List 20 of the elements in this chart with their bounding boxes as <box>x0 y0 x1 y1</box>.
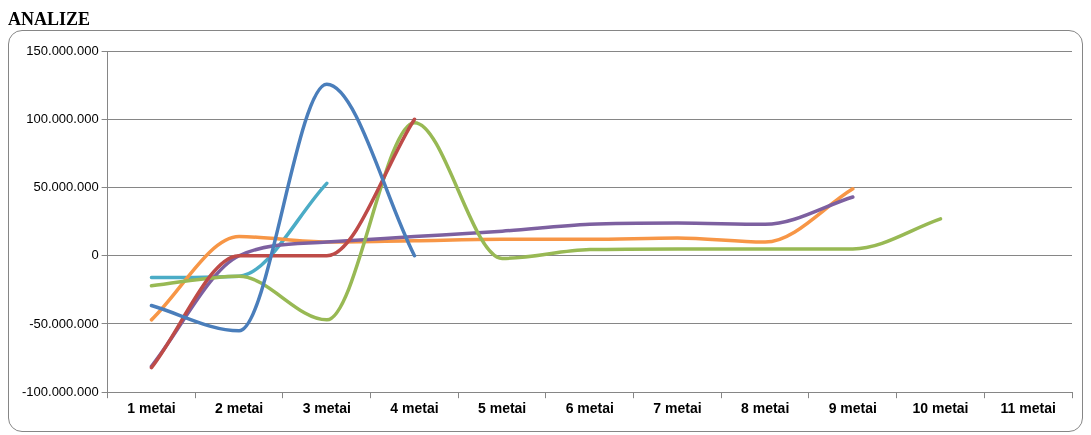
x-tick-label: 7 metai <box>653 400 702 417</box>
x-tick-label: 1 metai <box>127 400 176 417</box>
y-tick-label: -50.000.000 <box>29 315 99 331</box>
y-tick-label: 50.000.000 <box>33 179 99 195</box>
x-tick-label: 2 metai <box>215 400 264 417</box>
line-series <box>149 82 417 333</box>
x-tick-label: 5 metai <box>478 400 527 417</box>
line-series <box>149 120 943 322</box>
x-tick-label: 10 metai <box>912 400 969 417</box>
x-tick-label: 8 metai <box>741 400 790 417</box>
x-tick-label: 11 metai <box>1000 400 1056 417</box>
x-tick-label: 9 metai <box>828 400 877 417</box>
x-tick-label: 6 metai <box>565 400 614 417</box>
y-tick-label: 150.000.000 <box>26 42 99 58</box>
y-tick-label: 0 <box>91 247 99 263</box>
y-tick-label: 100.000.000 <box>26 110 99 126</box>
x-tick-label: 4 metai <box>390 400 439 417</box>
chart-title: ANALIZE <box>8 8 92 30</box>
y-tick-label: -100.000.000 <box>22 383 99 399</box>
x-tick-label: 3 metai <box>302 400 351 417</box>
